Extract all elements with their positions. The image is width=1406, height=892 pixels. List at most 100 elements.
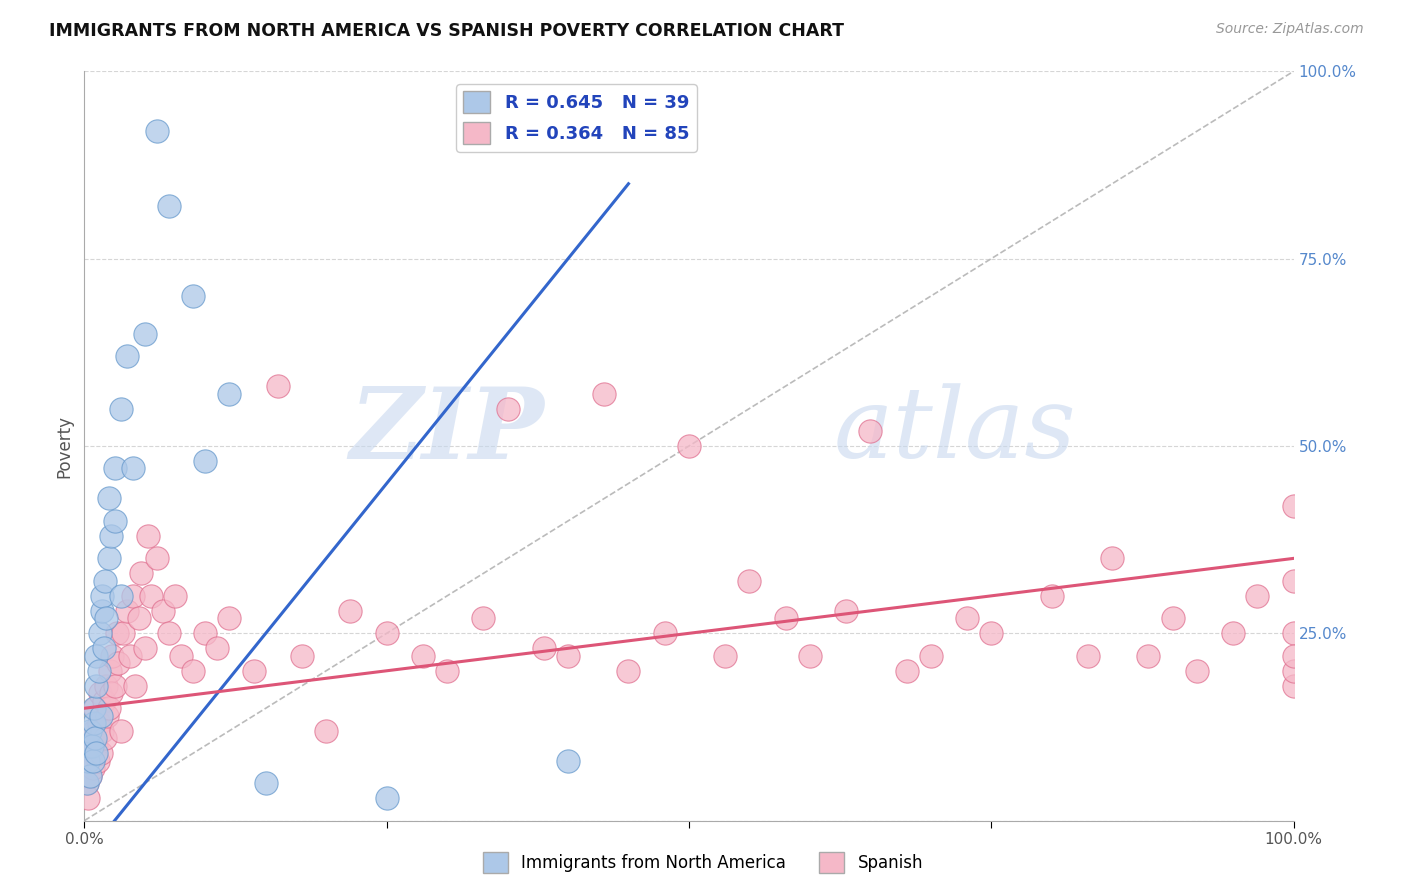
Point xyxy=(101,648,124,663)
Point xyxy=(90,746,112,760)
Point xyxy=(134,326,156,341)
Point xyxy=(94,611,117,625)
Point xyxy=(593,386,616,401)
Point xyxy=(128,611,150,625)
Point xyxy=(678,439,700,453)
Point xyxy=(1101,551,1123,566)
Point xyxy=(1077,648,1099,663)
Point xyxy=(181,289,204,303)
Point xyxy=(472,611,495,625)
Point xyxy=(1161,611,1184,625)
Point xyxy=(412,648,434,663)
Point xyxy=(121,461,143,475)
Point xyxy=(84,701,107,715)
Point xyxy=(90,708,112,723)
Point xyxy=(80,739,103,753)
Point xyxy=(89,626,111,640)
Legend: Immigrants from North America, Spanish: Immigrants from North America, Spanish xyxy=(477,846,929,880)
Point xyxy=(77,791,100,805)
Point xyxy=(93,641,115,656)
Point xyxy=(181,664,204,678)
Point xyxy=(86,648,108,663)
Point xyxy=(218,611,240,625)
Point xyxy=(1040,589,1063,603)
Point xyxy=(110,401,132,416)
Point xyxy=(146,551,169,566)
Point xyxy=(859,424,882,438)
Point xyxy=(86,679,108,693)
Point xyxy=(79,769,101,783)
Point xyxy=(104,679,127,693)
Point xyxy=(105,626,128,640)
Legend: R = 0.645   N = 39, R = 0.364   N = 85: R = 0.645 N = 39, R = 0.364 N = 85 xyxy=(456,84,696,152)
Point xyxy=(115,604,138,618)
Point xyxy=(84,731,107,746)
Point xyxy=(1246,589,1268,603)
Point xyxy=(1282,648,1305,663)
Point xyxy=(83,716,105,731)
Point xyxy=(94,679,117,693)
Point xyxy=(157,626,180,640)
Point xyxy=(86,739,108,753)
Point xyxy=(107,657,129,671)
Point xyxy=(218,386,240,401)
Point xyxy=(956,611,979,625)
Point xyxy=(134,641,156,656)
Point xyxy=(1222,626,1244,640)
Point xyxy=(835,604,858,618)
Point xyxy=(79,769,101,783)
Point xyxy=(110,589,132,603)
Point xyxy=(87,716,110,731)
Point xyxy=(104,461,127,475)
Point xyxy=(339,604,361,618)
Point xyxy=(775,611,797,625)
Point xyxy=(799,648,821,663)
Point xyxy=(112,626,135,640)
Point xyxy=(79,723,101,738)
Point xyxy=(91,604,114,618)
Point xyxy=(557,754,579,768)
Point xyxy=(207,641,229,656)
Point xyxy=(1185,664,1208,678)
Point xyxy=(124,679,146,693)
Point xyxy=(83,701,105,715)
Point xyxy=(96,708,118,723)
Point xyxy=(920,648,942,663)
Point xyxy=(82,761,104,775)
Point xyxy=(77,754,100,768)
Y-axis label: Poverty: Poverty xyxy=(55,415,73,477)
Point xyxy=(194,626,217,640)
Point xyxy=(89,686,111,700)
Point xyxy=(98,664,121,678)
Point xyxy=(97,491,120,506)
Point xyxy=(617,664,640,678)
Point xyxy=(76,776,98,790)
Point xyxy=(1282,574,1305,588)
Point xyxy=(1282,679,1305,693)
Point xyxy=(1282,626,1305,640)
Text: IMMIGRANTS FROM NORTH AMERICA VS SPANISH POVERTY CORRELATION CHART: IMMIGRANTS FROM NORTH AMERICA VS SPANISH… xyxy=(49,22,844,40)
Point xyxy=(436,664,458,678)
Point xyxy=(100,529,122,543)
Point xyxy=(1137,648,1160,663)
Point xyxy=(654,626,676,640)
Point xyxy=(97,551,120,566)
Point xyxy=(170,648,193,663)
Point xyxy=(496,401,519,416)
Point xyxy=(194,454,217,468)
Point xyxy=(110,723,132,738)
Text: atlas: atlas xyxy=(834,384,1077,479)
Point xyxy=(242,664,264,678)
Point xyxy=(375,791,398,805)
Point xyxy=(139,589,162,603)
Point xyxy=(77,754,100,768)
Point xyxy=(76,776,98,790)
Point xyxy=(82,754,104,768)
Point xyxy=(121,589,143,603)
Point xyxy=(120,648,142,663)
Point xyxy=(146,124,169,138)
Point xyxy=(896,664,918,678)
Point xyxy=(375,626,398,640)
Point xyxy=(254,776,277,790)
Point xyxy=(267,379,290,393)
